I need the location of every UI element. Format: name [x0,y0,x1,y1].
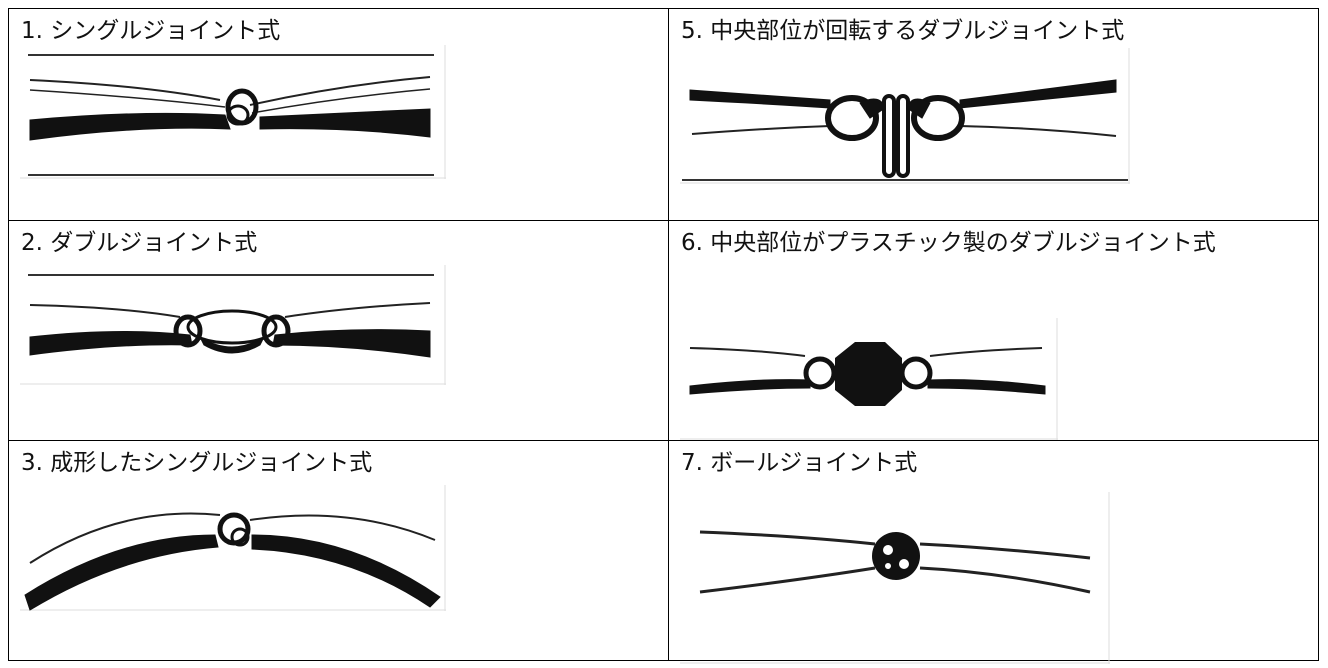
bit-image [20,265,446,385]
bit-ring [911,95,965,141]
bit-ring [825,95,879,141]
bit-image [680,318,1058,440]
bit-line [689,347,806,357]
bit-ring [230,527,250,547]
bit-bar [689,89,831,109]
bit-line [929,347,1043,357]
bit-image [20,485,446,611]
bit-ball-hole [885,563,891,569]
bit-center [896,94,910,178]
cell-label: 2. ダブルジョイント式 [21,230,258,256]
bit-line [29,512,221,564]
bit-bar [24,534,219,611]
bit-line [284,302,431,318]
bit-bar [198,335,266,354]
bit-line [691,125,831,135]
bit-bar [689,379,811,395]
table-cell: 7. ボールジョイント式 [668,440,1319,661]
bit-line [29,89,226,108]
bit-line [959,125,1117,137]
bit-bar [29,330,193,356]
bit-center [186,309,278,345]
bit-bar [259,108,431,138]
cell-label: 7. ボールジョイント式 [681,450,918,476]
bit-center [835,342,902,406]
cell-label: 5. 中央部位が回転するダブルジョイント式 [681,18,1125,44]
bit-bar [927,379,1046,395]
bit-line [919,566,1091,594]
bit-center [882,94,896,178]
bit-bar [859,98,886,119]
bit-image [20,45,446,179]
bit-ball-hole [899,559,909,569]
cell-label: 1. シングルジョイント式 [21,18,281,44]
bit-ring [899,356,933,390]
bit-ball-hole [883,545,893,555]
bit-line [699,566,876,594]
bit-image [680,48,1130,184]
bit-bar [272,329,431,358]
bit-line [29,304,181,318]
bit-ball [872,532,920,580]
bit-line [699,530,876,546]
bit-line [249,76,431,106]
bit-line [29,79,221,101]
table-cell: 2. ダブルジョイント式 [8,220,669,441]
bit-ring [226,104,250,126]
bit-bar [251,534,441,608]
bit-bar [906,98,931,119]
table-cell: 3. 成形したシングルジョイント式 [8,440,669,661]
cell-label: 6. 中央部位がプラスチック製のダブルジョイント式 [681,230,1216,256]
bit-ring [803,356,837,390]
bit-line [919,542,1091,560]
bit-ring [173,314,203,348]
bit-image [680,492,1110,664]
bit-line [249,514,436,541]
bit-line [251,88,431,114]
bit-ring [261,314,291,348]
cell-label: 3. 成形したシングルジョイント式 [21,450,373,476]
bit-bar [959,79,1117,109]
bit-bar [29,112,231,141]
